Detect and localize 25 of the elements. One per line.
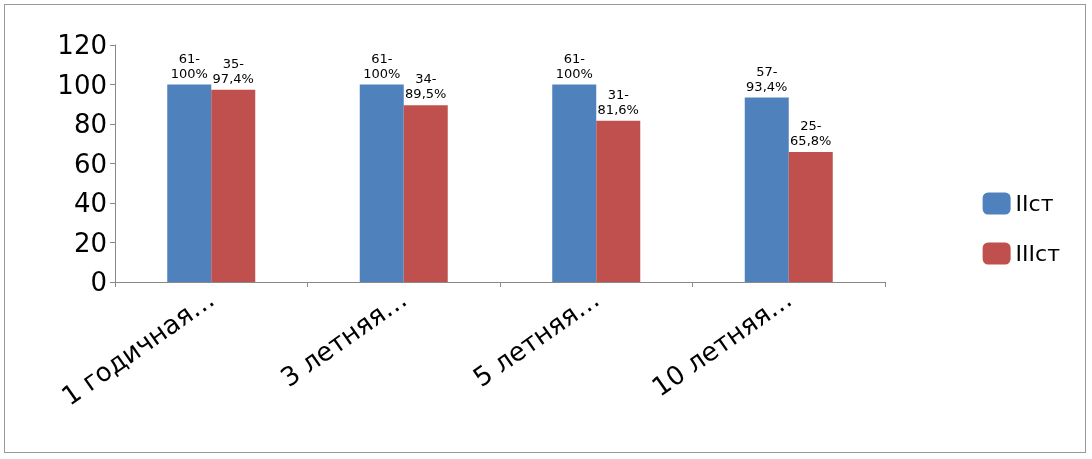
- y-tick-label: 120: [57, 30, 107, 60]
- y-tick-label: 0: [90, 267, 107, 297]
- y-tick-label: 40: [73, 188, 107, 218]
- bar: [788, 152, 833, 282]
- annotation: 25-65,8%: [790, 118, 832, 149]
- annotation: 31-81,6%: [597, 86, 639, 117]
- bar: [211, 89, 256, 282]
- bar: [359, 84, 404, 282]
- y-tick-label: 60: [73, 148, 107, 179]
- annotation: 61-100%: [555, 50, 593, 81]
- legend-label: IIIст: [1015, 241, 1061, 266]
- annotation: 57-93,4%: [746, 63, 788, 94]
- bar: [403, 105, 448, 282]
- annotation: 34-89,5%: [405, 71, 447, 102]
- annotation: 61-100%: [170, 50, 208, 81]
- y-tick-label: 80: [73, 109, 107, 139]
- annotation: 61-100%: [363, 50, 401, 81]
- y-tick-label: 100: [57, 69, 107, 100]
- bar: [744, 97, 789, 282]
- bar: [552, 84, 597, 282]
- legend-label: IIст: [1015, 191, 1054, 216]
- bar: [167, 84, 212, 282]
- bar: [596, 120, 641, 282]
- y-tick-label: 20: [73, 227, 107, 258]
- annotation: 35-97,4%: [212, 55, 254, 86]
